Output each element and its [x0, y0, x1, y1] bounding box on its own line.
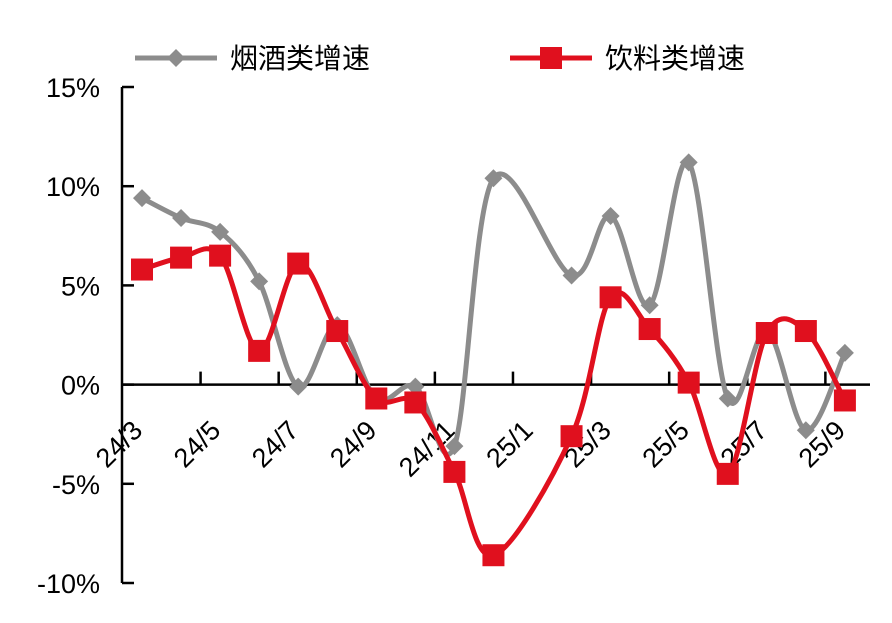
data-point-0 [172, 208, 191, 227]
x-tick-label: 25/1 [480, 415, 538, 473]
data-point-1 [326, 320, 349, 343]
data-point-0 [601, 206, 620, 225]
legend-marker-1 [540, 47, 562, 69]
data-point-0 [679, 153, 698, 172]
data-point-1 [677, 371, 700, 394]
series-line-0 [140, 158, 848, 457]
data-point-1 [560, 425, 583, 448]
data-point-1 [638, 318, 661, 341]
data-point-1 [248, 339, 271, 362]
series-line-1 [141, 246, 848, 558]
data-point-0 [796, 421, 815, 440]
data-point-0 [211, 222, 230, 241]
data-point-1 [716, 462, 739, 485]
data-point-1 [599, 286, 622, 309]
data-point-1 [170, 246, 193, 269]
data-point-0 [484, 169, 503, 188]
y-tick-label: -10% [37, 569, 100, 599]
data-point-0 [640, 296, 659, 315]
data-point-1 [794, 320, 817, 343]
data-point-0 [718, 389, 737, 408]
data-point-1 [482, 544, 505, 567]
data-point-1 [131, 258, 153, 281]
y-tick-label: 5% [61, 271, 100, 301]
y-tick-label: 15% [46, 73, 100, 103]
data-point-1 [833, 389, 856, 412]
data-point-1 [209, 244, 232, 267]
data-point-0 [250, 272, 269, 291]
x-tick-label: 25/5 [637, 415, 695, 473]
x-tick-label: 24/7 [246, 415, 304, 473]
x-tick-label: 24/3 [90, 415, 148, 473]
data-point-0 [289, 377, 308, 396]
legend-label-0: 烟酒类增速 [230, 43, 370, 74]
data-point-1 [287, 252, 310, 275]
data-point-1 [443, 460, 466, 483]
data-point-0 [562, 266, 581, 285]
data-point-0 [406, 377, 425, 396]
data-point-1 [404, 391, 427, 414]
x-tick-label: 24/9 [324, 415, 382, 473]
y-tick-label: -5% [52, 470, 100, 500]
y-tick-label: 0% [61, 371, 100, 401]
x-tick-label: 24/5 [168, 415, 226, 473]
legend-marker-0 [167, 49, 185, 67]
data-point-0 [835, 343, 854, 362]
legend-label-1: 饮料类增速 [605, 43, 745, 74]
y-tick-label: 10% [46, 172, 100, 202]
data-point-0 [133, 189, 151, 208]
data-point-1 [365, 387, 388, 410]
data-point-0 [445, 437, 464, 456]
data-point-1 [755, 322, 778, 345]
